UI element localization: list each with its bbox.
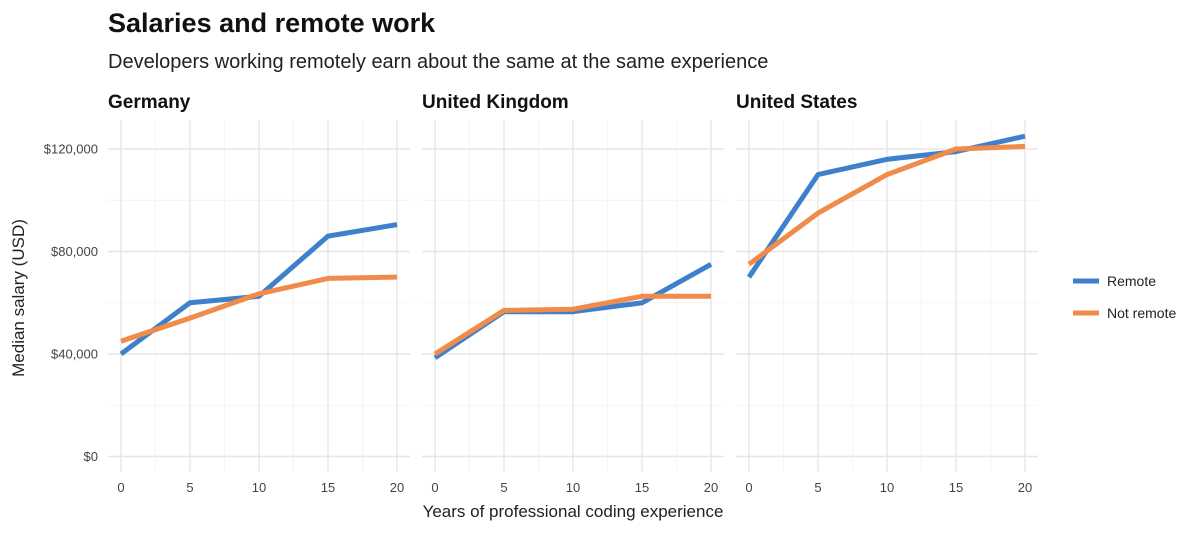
x-tick-label: 0 <box>117 480 124 495</box>
legend-item-remote: Remote <box>1073 273 1156 289</box>
series-line-not-remote <box>747 143 1026 267</box>
x-tick-label: 20 <box>1018 480 1032 495</box>
x-tick-label: 10 <box>880 480 894 495</box>
x-tick-label: 15 <box>635 480 649 495</box>
x-tick-label: 5 <box>186 480 193 495</box>
y-tick-label: $80,000 <box>51 244 98 259</box>
y-tick-label: $0 <box>84 449 98 464</box>
y-tick-label: $120,000 <box>44 142 98 157</box>
x-tick-label: 10 <box>566 480 580 495</box>
y-axis-label: Median salary (USD) <box>9 219 28 377</box>
y-tick-label: $40,000 <box>51 347 98 362</box>
facet-title-germany: Germany <box>108 92 191 113</box>
y-axis: $0 $40,000 $80,000 $120,000 <box>44 142 98 465</box>
series-line-not-remote <box>120 274 398 344</box>
x-tick-label: 15 <box>321 480 335 495</box>
facet-title-united-states: United States <box>736 92 857 113</box>
legend-item-not-remote: Not remote <box>1073 305 1176 321</box>
x-tick-label: 10 <box>252 480 266 495</box>
facet-united-states: United States 0 5 10 15 20 <box>736 92 1038 495</box>
x-tick-label: 20 <box>704 480 718 495</box>
x-tick-label: 0 <box>745 480 752 495</box>
facet-germany: Germany 0 5 10 15 20 <box>108 92 410 495</box>
facet-title-united-kingdom: United Kingdom <box>422 92 569 113</box>
legend: Remote Not remote <box>1073 273 1176 321</box>
x-tick-label: 20 <box>390 480 404 495</box>
chart-subtitle: Developers working remotely earn about t… <box>108 51 768 73</box>
legend-label: Not remote <box>1107 305 1176 321</box>
chart-title: Salaries and remote work <box>108 8 436 38</box>
x-tick-label: 0 <box>431 480 438 495</box>
x-tick-label: 5 <box>814 480 821 495</box>
x-axis-label: Years of professional coding experience <box>423 502 724 521</box>
facet-united-kingdom: United Kingdom 0 5 10 15 20 <box>422 92 724 495</box>
series-line-not-remote <box>433 293 711 357</box>
x-tick-label: 5 <box>500 480 507 495</box>
x-tick-label: 15 <box>949 480 963 495</box>
legend-label: Remote <box>1107 273 1156 289</box>
